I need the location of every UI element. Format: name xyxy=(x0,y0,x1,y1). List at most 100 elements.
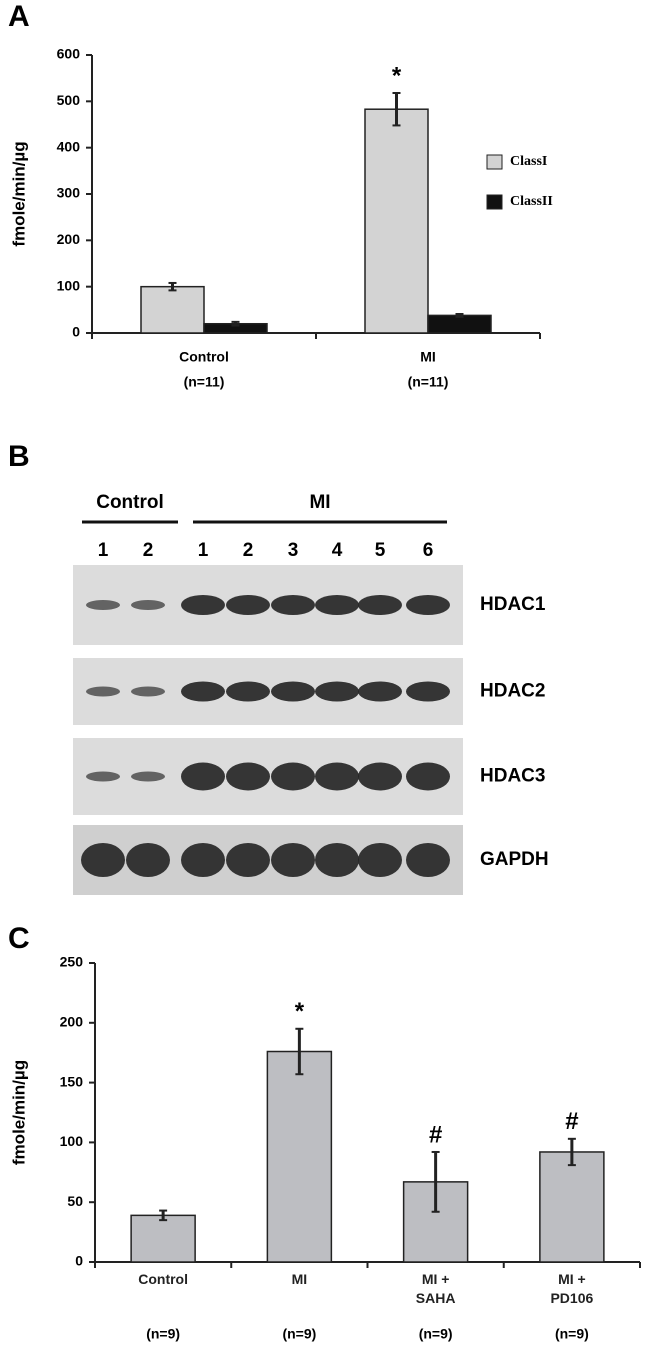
bar xyxy=(364,108,429,334)
row-label: HDAC2 xyxy=(480,681,545,702)
band xyxy=(358,762,402,791)
band xyxy=(181,681,225,702)
x-tick-label: Control xyxy=(179,349,229,365)
y-tick-label: 0 xyxy=(75,1253,83,1269)
band xyxy=(271,762,315,791)
band xyxy=(226,843,270,877)
band xyxy=(358,595,402,615)
band xyxy=(406,595,450,615)
error-bar xyxy=(168,281,177,292)
panel-label: C xyxy=(8,922,30,955)
y-tick-label: 100 xyxy=(57,277,81,293)
x-tick-label: MI + PD106 xyxy=(550,1271,594,1306)
bar xyxy=(140,285,205,334)
row-label: HDAC3 xyxy=(480,766,545,787)
band xyxy=(315,681,359,702)
category-count: (n=9) xyxy=(419,1326,453,1342)
lane-label: 4 xyxy=(332,540,343,561)
error-bar xyxy=(392,91,401,127)
band xyxy=(131,686,165,697)
band xyxy=(358,843,402,877)
band xyxy=(226,595,270,615)
y-tick-label: 300 xyxy=(57,185,81,201)
category-count: (n=9) xyxy=(282,1326,316,1342)
bar xyxy=(427,314,492,334)
y-tick-label: 250 xyxy=(60,954,84,970)
row-label: GAPDH xyxy=(480,849,549,870)
band xyxy=(358,681,402,702)
band xyxy=(81,843,125,877)
lane-label: 3 xyxy=(288,540,299,561)
annotation: * xyxy=(392,62,402,89)
x-tick-label: MI xyxy=(420,349,436,365)
band xyxy=(226,762,270,791)
lane-label: 2 xyxy=(143,540,154,561)
bar xyxy=(539,1151,605,1263)
group-label: MI xyxy=(309,492,330,513)
panel-label: A xyxy=(8,0,30,33)
y-tick-label: 600 xyxy=(57,46,81,62)
error-bar xyxy=(455,313,464,318)
bar xyxy=(266,1050,333,1263)
y-tick-label: 200 xyxy=(60,1014,84,1030)
panel-label: B xyxy=(8,440,30,473)
band xyxy=(271,595,315,615)
band xyxy=(226,681,270,702)
band xyxy=(406,762,450,791)
error-bar xyxy=(295,1027,304,1076)
legend-label: ClassII xyxy=(510,194,553,209)
band xyxy=(181,762,225,791)
y-tick-label: 200 xyxy=(57,231,81,247)
x-tick-label: MI xyxy=(291,1271,308,1287)
band xyxy=(181,595,225,615)
category-count: (n=9) xyxy=(146,1326,180,1342)
band xyxy=(181,843,225,877)
error-bar xyxy=(567,1137,576,1167)
lane-label: 6 xyxy=(423,540,434,561)
band xyxy=(86,771,120,782)
category-count: (n=9) xyxy=(555,1326,589,1342)
band xyxy=(86,600,120,610)
category-count: (n=11) xyxy=(184,374,225,390)
y-tick-label: 50 xyxy=(67,1193,83,1209)
category-count: (n=11) xyxy=(408,374,449,390)
band xyxy=(131,771,165,782)
x-tick-label: Control xyxy=(138,1271,188,1287)
y-tick-label: 400 xyxy=(57,138,81,154)
band xyxy=(86,686,120,697)
annotation: # xyxy=(429,1121,442,1148)
band xyxy=(406,681,450,702)
row-label: HDAC1 xyxy=(480,594,546,615)
band xyxy=(131,600,165,610)
legend-swatch xyxy=(486,154,503,170)
y-tick-label: 500 xyxy=(57,92,81,108)
error-bar xyxy=(231,320,240,327)
y-axis-label: fmole/min/µg xyxy=(9,1060,28,1165)
band xyxy=(271,681,315,702)
lane-label: 1 xyxy=(98,540,109,561)
legend-swatch xyxy=(486,194,503,210)
error-bar xyxy=(431,1150,440,1213)
lane-label: 5 xyxy=(375,540,386,561)
lane-label: 2 xyxy=(243,540,254,561)
annotation: # xyxy=(565,1108,578,1135)
legend-label: ClassI xyxy=(510,154,547,169)
y-tick-label: 150 xyxy=(60,1073,84,1089)
lane-label: 1 xyxy=(198,540,209,561)
band xyxy=(315,595,359,615)
band xyxy=(315,762,359,791)
y-tick-label: 0 xyxy=(72,324,80,340)
band xyxy=(406,843,450,877)
band xyxy=(315,843,359,877)
band xyxy=(271,843,315,877)
bar xyxy=(130,1214,196,1263)
group-label: Control xyxy=(96,492,164,513)
error-bar xyxy=(159,1209,168,1222)
annotation: * xyxy=(295,998,305,1025)
band xyxy=(126,843,170,877)
y-axis-label: fmole/min/µg xyxy=(9,141,28,246)
x-tick-label: MI + SAHA xyxy=(415,1271,456,1306)
y-tick-label: 100 xyxy=(60,1133,84,1149)
